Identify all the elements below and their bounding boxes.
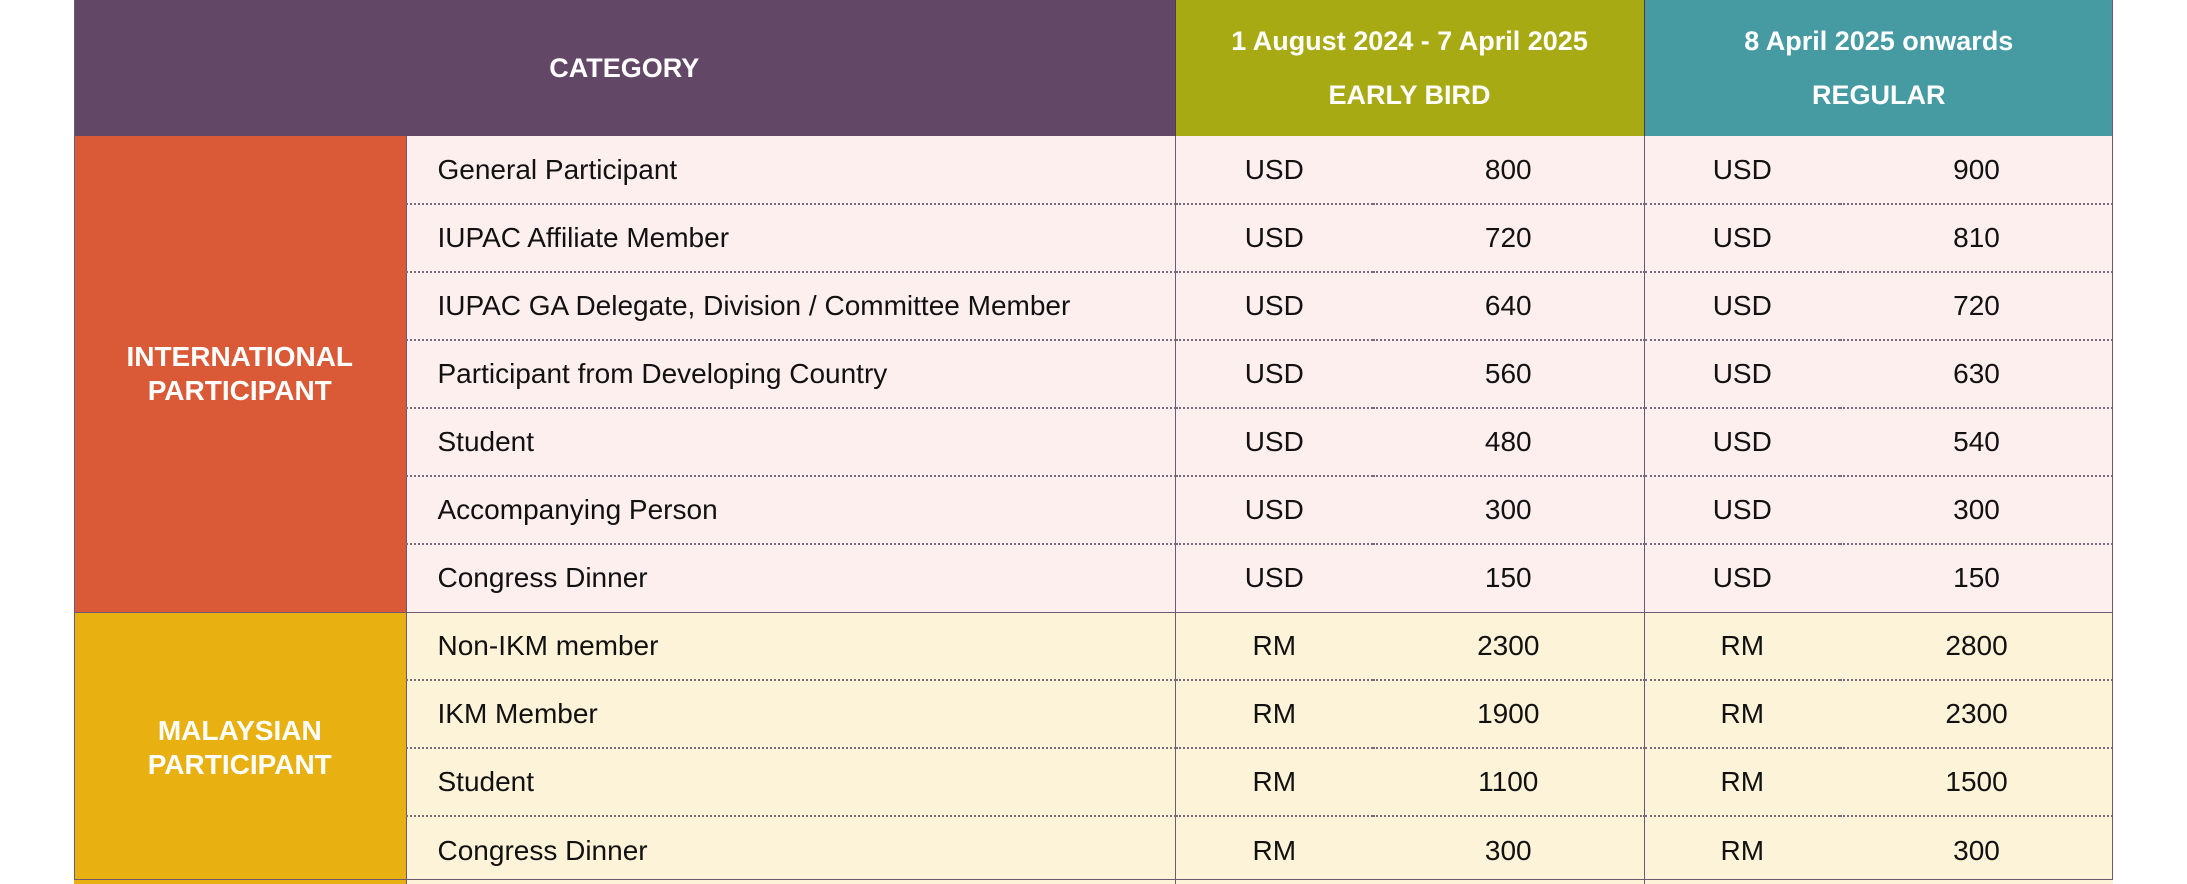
category-label: Non-IKM member [406,612,1176,681]
group-label-line: PARTICIPANT [147,749,332,781]
table-row: IUPAC Affiliate Member USD 720 USD 810 [74,204,2114,273]
table-row: INTERNATIONAL PARTICIPANT General Partic… [74,136,2114,613]
regular-label: REGULAR [1812,80,1946,110]
table-row: IUPAC GA Delegate, Division / Committee … [74,272,2114,341]
table-row: Congress Dinner USD 150 USD 150 [74,544,2114,613]
group-label-line: MALAYSIAN [157,715,322,747]
registration-fee-table: CATEGORY 1 August 2024 - 7 April 2025 EA… [74,0,2114,884]
early-currency: USD [1175,340,1374,409]
early-amount: 800 [1373,136,1645,205]
early-amount: 300 [1373,816,1645,884]
early-currency: RM [1175,748,1374,817]
category-header: CATEGORY [74,0,1176,136]
regular-amount: 810 [1840,204,2114,273]
regular-currency: USD [1644,340,1841,409]
early-currency: USD [1175,476,1374,545]
early-amount: 640 [1373,272,1645,341]
early-amount: 1100 [1373,748,1645,817]
early-currency: USD [1175,204,1374,273]
table-row: Accompanying Person USD 300 USD 300 [74,476,2114,545]
table-row: Participant from Developing Country USD … [74,340,2114,409]
early-amount: 480 [1373,408,1645,477]
regular-currency: RM [1644,612,1841,681]
regular-amount: 540 [1840,408,2114,477]
category-label: Congress Dinner [406,816,1176,884]
table-row: MALAYSIAN PARTICIPANT Non-IKM member RM … [74,612,2114,884]
early-bird-dates: 1 August 2024 - 7 April 2025 [1231,26,1588,56]
regular-currency: USD [1644,408,1841,477]
header-row: CATEGORY 1 August 2024 - 7 April 2025 EA… [74,0,2114,136]
early-currency: USD [1175,136,1374,205]
group-label-line: PARTICIPANT [147,374,332,406]
early-bird-header: 1 August 2024 - 7 April 2025 EARLY BIRD [1175,0,1645,136]
regular-currency: USD [1644,544,1841,613]
regular-currency: USD [1644,272,1841,341]
international-participant-group: INTERNATIONAL PARTICIPANT [74,136,407,613]
category-label: Accompanying Person [406,476,1176,545]
regular-dates: 8 April 2025 onwards [1744,26,2014,56]
category-label: IUPAC Affiliate Member [406,204,1176,273]
early-amount: 1900 [1373,680,1645,749]
regular-header: 8 April 2025 onwards REGULAR [1644,0,2114,136]
regular-amount: 300 [1840,476,2114,545]
regular-amount: 630 [1840,340,2114,409]
early-amount: 150 [1373,544,1645,613]
regular-currency: USD [1644,204,1841,273]
regular-amount: 2300 [1840,680,2114,749]
table-row: Congress Dinner RM 300 RM 300 [74,816,2114,884]
regular-currency: RM [1644,680,1841,749]
regular-amount: 2800 [1840,612,2114,681]
early-currency: USD [1175,272,1374,341]
early-currency: RM [1175,680,1374,749]
category-label: General Participant [406,136,1176,205]
early-currency: RM [1175,816,1374,884]
regular-amount: 150 [1840,544,2114,613]
regular-currency: RM [1644,816,1841,884]
category-label: Student [406,408,1176,477]
table-row: IKM Member RM 1900 RM 2300 [74,680,2114,749]
early-currency: RM [1175,612,1374,681]
regular-amount: 720 [1840,272,2114,341]
table-row: Student USD 480 USD 540 [74,408,2114,477]
regular-amount: 300 [1840,816,2114,884]
group-label-line: INTERNATIONAL [126,340,354,372]
early-amount: 300 [1373,476,1645,545]
regular-currency: USD [1644,476,1841,545]
early-currency: USD [1175,544,1374,613]
category-label: Congress Dinner [406,544,1176,613]
early-amount: 560 [1373,340,1645,409]
category-label: Student [406,748,1176,817]
regular-currency: RM [1644,748,1841,817]
category-label: IUPAC GA Delegate, Division / Committee … [406,272,1176,341]
malaysian-participant-group: MALAYSIAN PARTICIPANT [74,612,407,884]
regular-currency: USD [1644,136,1841,205]
early-currency: USD [1175,408,1374,477]
regular-amount: 1500 [1840,748,2114,817]
table-row: Student RM 1100 RM 1500 [74,748,2114,817]
category-label: IKM Member [406,680,1176,749]
regular-amount: 900 [1840,136,2114,205]
early-amount: 2300 [1373,612,1645,681]
early-bird-label: EARLY BIRD [1328,80,1491,110]
early-amount: 720 [1373,204,1645,273]
category-label: Participant from Developing Country [406,340,1176,409]
